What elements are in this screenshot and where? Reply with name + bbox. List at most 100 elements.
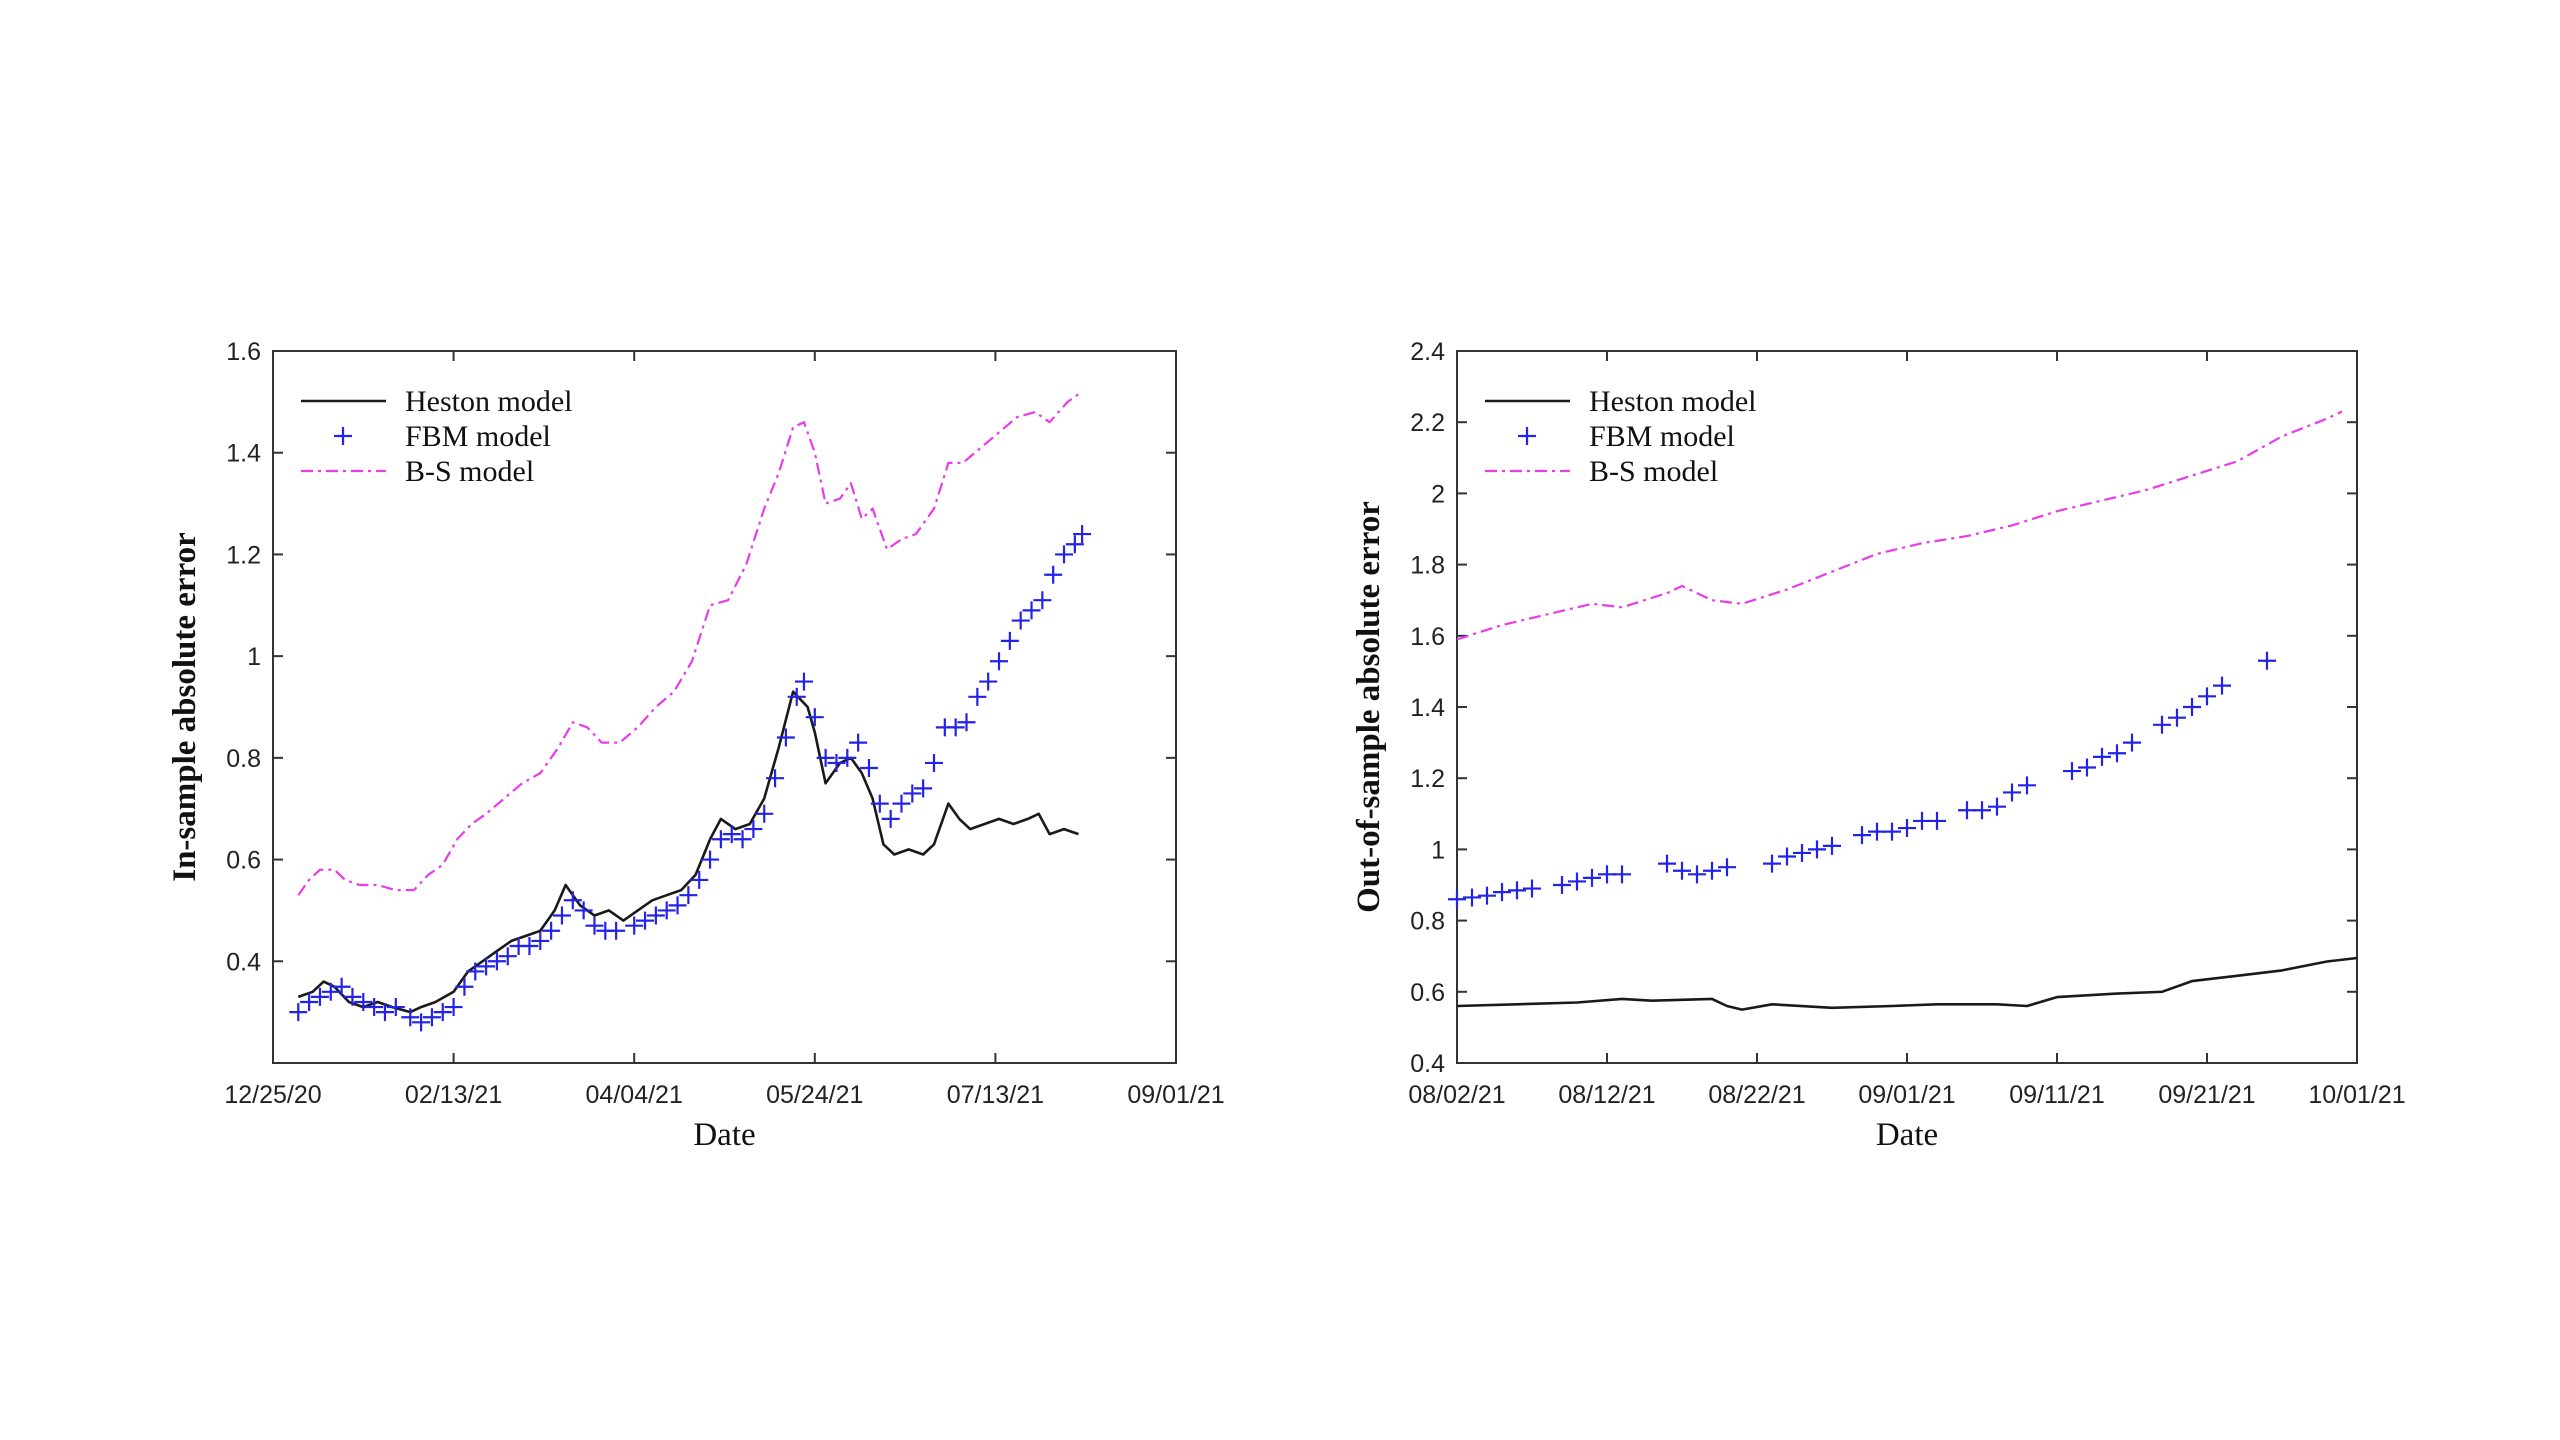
y-tick-label: 0.4	[226, 948, 261, 976]
data-point-marker	[1568, 872, 1586, 891]
x-tick-label: 08/02/21	[1408, 1081, 1505, 1109]
data-point-marker	[636, 911, 655, 930]
data-point-marker	[946, 718, 965, 737]
y-tick-label: 0.8	[226, 745, 261, 773]
data-point-marker	[422, 1008, 441, 1027]
data-point-marker	[827, 753, 846, 772]
y-tick-label: 1.2	[1410, 765, 1445, 793]
data-point-marker	[2258, 651, 2276, 670]
data-point-marker	[881, 809, 900, 828]
data-point-marker	[838, 748, 857, 767]
data-point-marker	[477, 957, 496, 976]
y-axis-label: Out-of-sample absolute error	[1351, 501, 1387, 913]
data-point-marker	[990, 652, 1009, 671]
data-point-marker	[1928, 811, 1946, 830]
data-point-marker	[2153, 715, 2171, 734]
data-point-marker	[354, 992, 373, 1011]
data-point-marker	[1613, 865, 1631, 884]
data-point-marker	[1011, 611, 1030, 630]
data-point-marker	[794, 672, 813, 691]
y-tick-label: 0.6	[226, 847, 261, 875]
data-point-marker	[433, 1003, 452, 1022]
series-fbm-model	[289, 525, 1092, 1032]
y-tick-label: 0.6	[1410, 979, 1445, 1007]
data-point-marker	[585, 916, 604, 935]
data-point-marker	[1493, 883, 1511, 902]
data-point-marker	[1793, 843, 1811, 862]
plot-frame	[272, 350, 1177, 1064]
y-tick-label: 2.4	[1410, 338, 1445, 366]
legend-label: FBM model	[405, 420, 551, 453]
data-point-marker	[520, 937, 539, 956]
series-heston-model	[297, 690, 1079, 1014]
y-tick-label: 1.8	[1410, 552, 1445, 580]
data-point-marker	[957, 713, 976, 732]
y-tick-label: 0.8	[1410, 908, 1445, 936]
data-point-marker	[321, 982, 340, 1001]
series-line	[1456, 410, 2343, 641]
x-tick-label: 09/11/21	[2009, 1081, 2104, 1109]
chart-1: 0.4 0.6 0.8 1 1.2 1.4 1.6 12/25/20 02/13/21 04/04…	[167, 338, 1225, 1153]
y-tick-label: 0.4	[1410, 1050, 1445, 1078]
y-tick-label: 2.2	[1410, 409, 1445, 437]
y-tick-label: 1.4	[226, 440, 261, 468]
x-axis-label: Date	[1876, 1117, 1938, 1153]
data-point-marker	[690, 870, 709, 889]
data-point-marker	[1478, 886, 1496, 905]
data-point-marker	[2183, 698, 2201, 716]
y-tick-label: 1.4	[1410, 694, 1445, 722]
data-point-marker	[412, 1013, 431, 1032]
y-tick-label: 1	[247, 643, 261, 671]
data-point-marker	[1523, 879, 1541, 898]
series-heston-model	[1456, 956, 2358, 1011]
data-point-marker	[1508, 881, 1526, 900]
legend-label: B-S model	[1589, 455, 1718, 488]
series-line	[297, 390, 1083, 896]
x-tick-label: 12/25/20	[224, 1081, 321, 1109]
data-point-marker	[1688, 865, 1706, 884]
data-point-marker	[1033, 591, 1052, 610]
data-point-marker	[2108, 744, 2126, 763]
data-point-marker	[607, 921, 626, 940]
data-point-marker	[870, 794, 889, 813]
data-point-marker	[574, 901, 593, 920]
data-point-marker	[2168, 708, 2186, 727]
series-b-s-model	[1456, 410, 2343, 641]
legend-label: Heston model	[1589, 385, 1756, 418]
data-point-marker	[310, 987, 329, 1006]
data-point-marker	[722, 825, 741, 844]
data-point-marker	[787, 687, 806, 706]
legend-marker	[334, 427, 352, 445]
x-tick-label: 09/01/21	[1127, 1081, 1224, 1109]
data-point-marker	[2018, 776, 2036, 795]
data-point-marker	[542, 921, 561, 940]
data-point-marker	[816, 748, 835, 767]
data-point-marker	[2003, 783, 2021, 802]
series-line	[297, 690, 1079, 1014]
data-point-marker	[755, 804, 774, 823]
data-point-marker	[625, 916, 644, 935]
data-point-marker	[1022, 601, 1041, 620]
data-point-marker	[679, 886, 698, 905]
data-point-marker	[968, 687, 987, 706]
data-point-marker	[1973, 801, 1991, 820]
x-tick-label: 05/24/21	[766, 1081, 863, 1109]
legend-label: FBM model	[1589, 420, 1735, 453]
x-tick-label: 08/22/21	[1708, 1081, 1805, 1109]
x-tick-label: 10/01/21	[2308, 1081, 2405, 1109]
data-point-marker	[531, 931, 550, 950]
data-point-marker	[1055, 545, 1074, 564]
legend-label: B-S model	[405, 455, 534, 488]
data-point-marker	[1553, 876, 1571, 894]
series-b-s-model	[297, 390, 1083, 896]
x-tick-label: 08/12/21	[1558, 1081, 1655, 1109]
data-point-marker	[2063, 762, 2081, 781]
data-point-marker	[1658, 854, 1676, 873]
x-tick-label: 07/13/21	[947, 1081, 1044, 1109]
data-point-marker	[552, 906, 571, 925]
data-point-marker	[1000, 631, 1019, 650]
y-tick-label: 1.6	[226, 338, 261, 366]
data-point-marker	[455, 977, 474, 996]
data-point-marker	[776, 728, 795, 747]
